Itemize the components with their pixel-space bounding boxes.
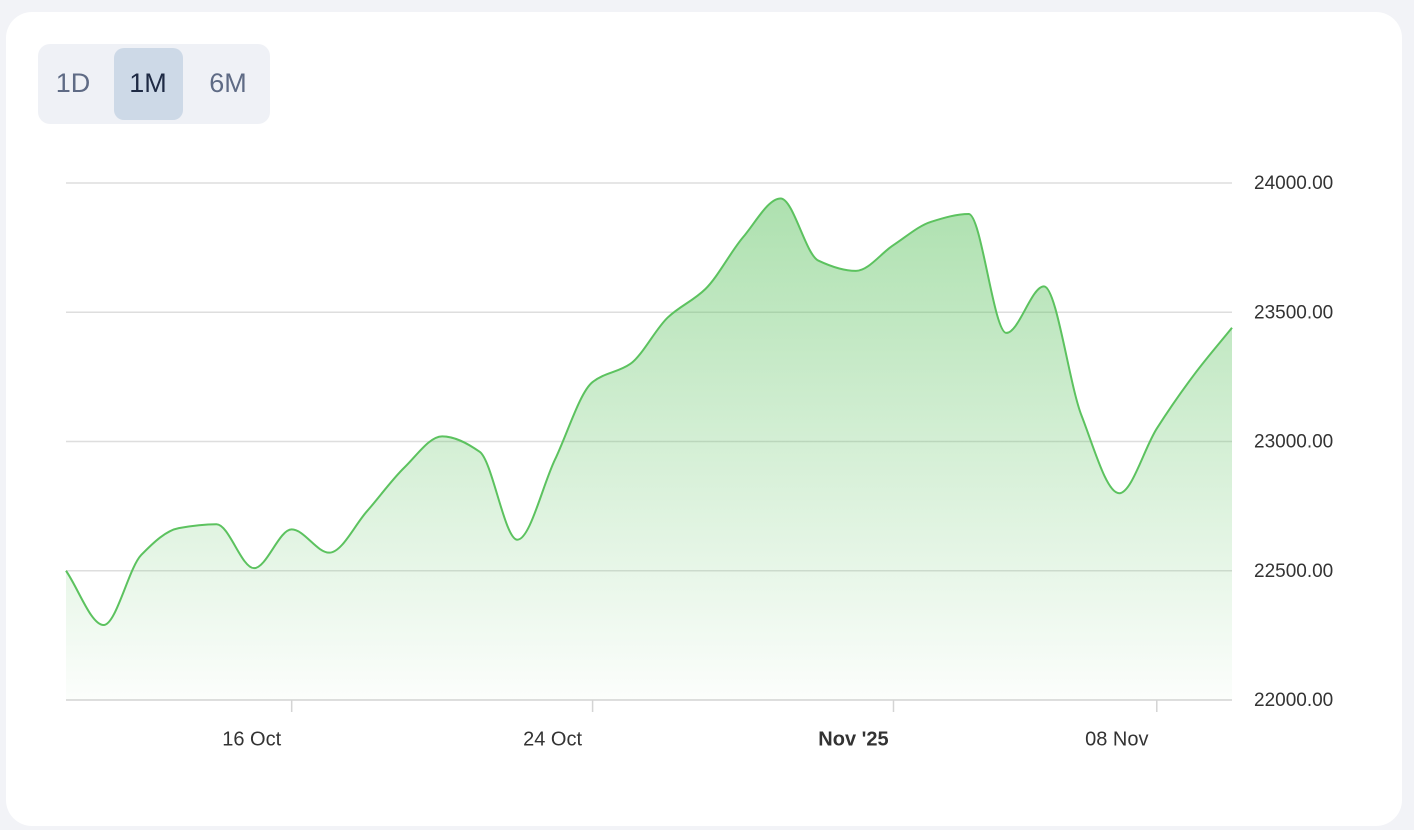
range-button[interactable]: 6M: [209, 68, 247, 98]
y-tick-label: 22500.00: [1254, 561, 1333, 582]
y-tick-label: 23500.00: [1254, 302, 1333, 323]
x-tick-label: 24 Oct: [523, 728, 582, 750]
x-tick-label: 08 Nov: [1085, 728, 1148, 750]
range-button[interactable]: 1D: [56, 68, 91, 98]
price-line: [65, 197, 1233, 627]
range-button-active[interactable]: [114, 48, 183, 120]
x-tick-label: Nov '25: [818, 728, 888, 750]
range-button[interactable]: 1M: [129, 68, 167, 98]
y-tick-label: 22000.00: [1254, 690, 1333, 711]
y-tick-label: 23000.00: [1254, 432, 1333, 453]
y-tick-label: 24000.00: [1254, 173, 1333, 194]
x-tick-label: 16 Oct: [222, 728, 281, 750]
area-fill: [66, 198, 1232, 700]
